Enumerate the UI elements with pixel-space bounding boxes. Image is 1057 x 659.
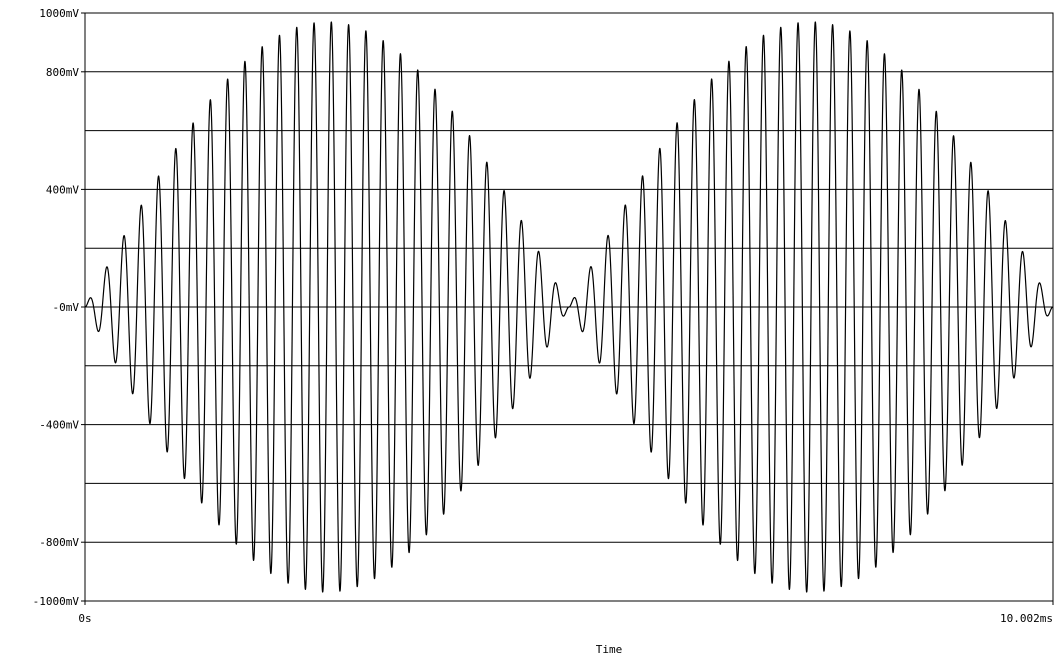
y-tick-label: -1000mV [33, 595, 80, 608]
y-tick-label: -800mV [39, 536, 79, 549]
series-trace [84, 21, 1054, 593]
y-tick-label: 400mV [46, 183, 79, 196]
x-tick-label: 0s [78, 612, 91, 625]
y-tick-label: -0mV [53, 301, 80, 314]
x-axis-ticks: 0s 10.002ms [78, 601, 1054, 625]
x-axis-label: Time [596, 643, 623, 656]
y-axis-ticks: 1000mV 800mV 400mV -0mV -400mV -800mV -1000mV [33, 7, 85, 608]
y-tick-label: 1000mV [39, 7, 79, 20]
x-tick-label: 10.002ms [1000, 612, 1053, 625]
y-tick-label: 800mV [46, 66, 79, 79]
y-tick-label: -400mV [39, 419, 79, 432]
